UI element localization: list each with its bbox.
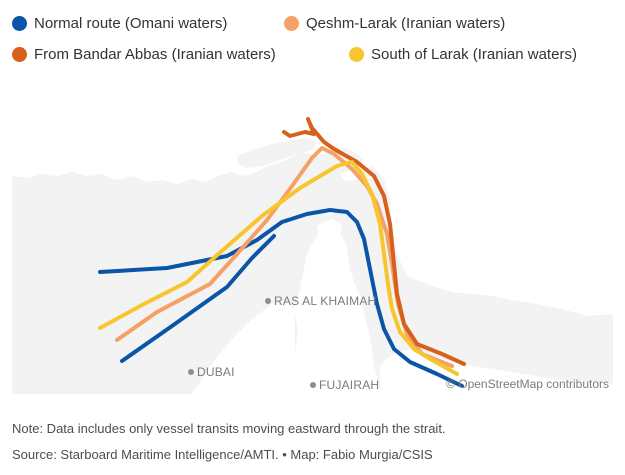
city-dot-icon — [265, 298, 271, 304]
legend-swatch-bandar-abbas — [12, 47, 27, 62]
musandam-peninsula — [294, 219, 380, 394]
route-bandar-abbas — [282, 117, 466, 366]
route-normal-omani-waters — [98, 208, 464, 388]
strait-of-hormuz-map[interactable]: RAS AL KHAIMAH DUBAI FUJAIRAH © OpenStre… — [12, 104, 613, 394]
city-dot-icon — [188, 369, 194, 375]
city-name-fujairah: FUJAIRAH — [319, 378, 380, 392]
route-south-of-larak — [98, 160, 459, 376]
legend-item-bandar-abbas: From Bandar Abbas (Iranian waters) — [12, 46, 276, 63]
legend-label-bandar-abbas: From Bandar Abbas (Iranian waters) — [34, 46, 276, 63]
city-label-ras-al-khaimah: RAS AL KHAIMAH — [265, 294, 376, 308]
uae-coast — [12, 302, 295, 394]
legend-swatch-qeshm-larak — [284, 16, 299, 31]
city-name-ras-al-khaimah: RAS AL KHAIMAH — [274, 294, 377, 308]
legend-item-normal-route: Normal route (Omani waters) — [12, 15, 227, 32]
legend: Normal route (Omani waters) Qeshm-Larak … — [0, 0, 625, 80]
source-credit: Source: Starboard Maritime Intelligence/… — [12, 447, 433, 462]
legend-swatch-normal-route — [12, 16, 27, 31]
legend-item-south-of-larak: South of Larak (Iranian waters) — [349, 46, 577, 63]
city-label-fujairah: FUJAIRAH — [310, 378, 379, 392]
city-dot-icon — [310, 382, 316, 388]
legend-label-qeshm-larak: Qeshm-Larak (Iranian waters) — [306, 15, 506, 32]
city-name-dubai: DUBAI — [197, 365, 235, 379]
qeshm-island — [237, 138, 317, 168]
map-canvas — [12, 104, 613, 394]
map-attribution[interactable]: © OpenStreetMap contributors — [446, 377, 609, 391]
legend-item-qeshm-larak: Qeshm-Larak (Iranian waters) — [284, 15, 505, 32]
legend-swatch-south-of-larak — [349, 47, 364, 62]
footnote: Note: Data includes only vessel transits… — [12, 421, 446, 436]
route-normal-omani-waters-south — [120, 234, 276, 363]
legend-label-south-of-larak: South of Larak (Iranian waters) — [371, 46, 577, 63]
iran-landmass — [12, 104, 613, 316]
legend-label-normal-route: Normal route (Omani waters) — [34, 15, 228, 32]
city-label-dubai: DUBAI — [188, 365, 235, 379]
